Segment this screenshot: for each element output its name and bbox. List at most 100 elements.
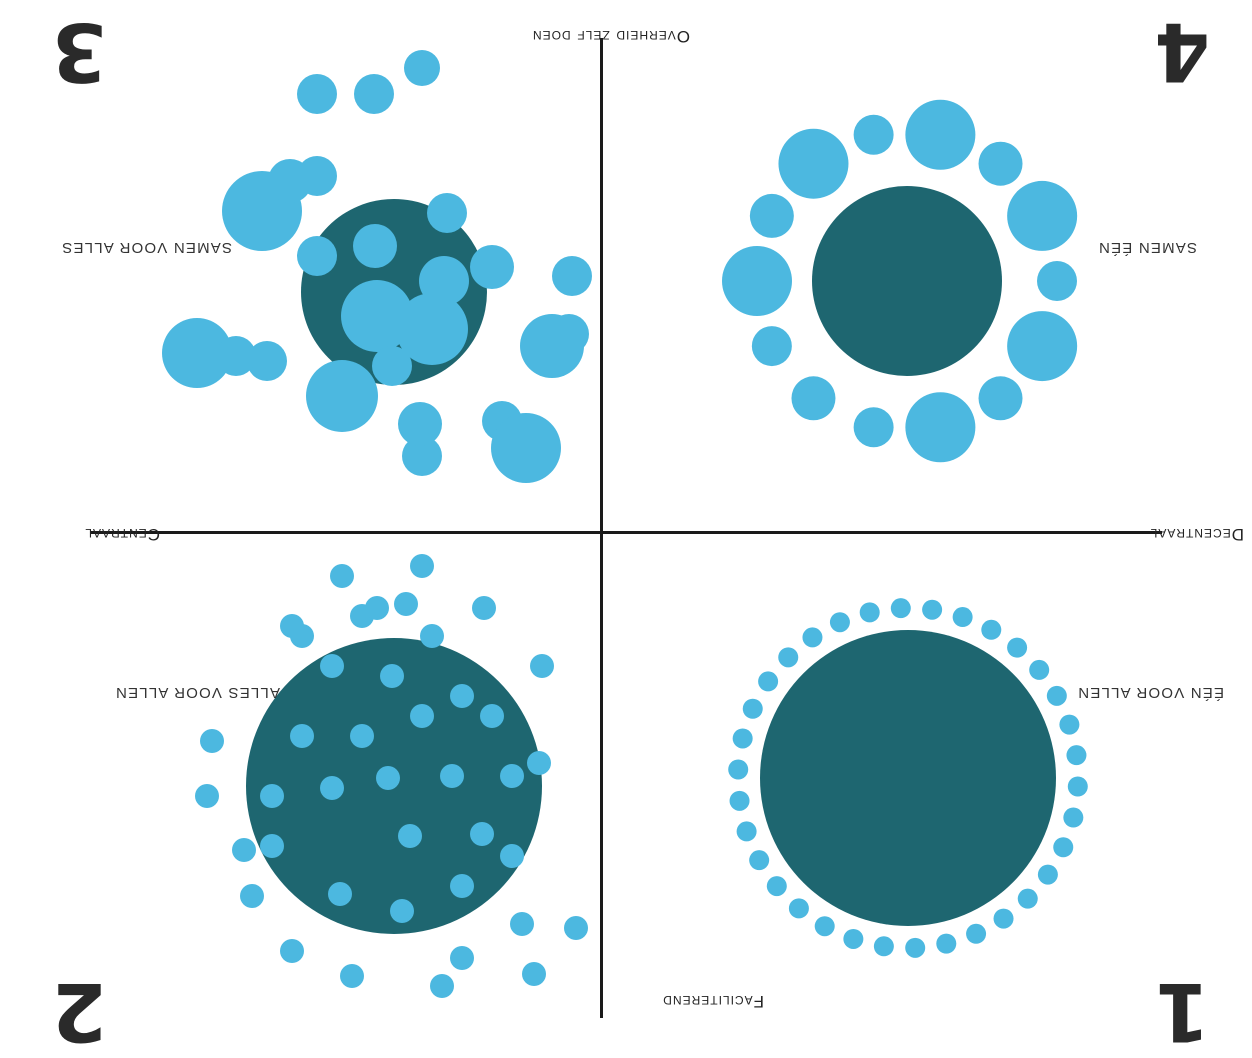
q1-small-dot xyxy=(729,790,750,811)
q3-scatter-dot xyxy=(398,402,442,446)
q2-outer-dot xyxy=(410,554,434,578)
q2-inner-dot xyxy=(470,822,494,846)
q4-ring-dot xyxy=(1007,311,1078,382)
q1-small-dot xyxy=(873,936,894,957)
q4-ring-dot xyxy=(751,326,792,367)
quadrant-label-3: Samen voor alles xyxy=(61,239,232,256)
q4-ring-dot xyxy=(853,407,894,448)
q3-scatter-dot xyxy=(520,314,584,378)
q4-ring-dot xyxy=(853,114,894,155)
q4-ring-dot xyxy=(905,99,976,170)
q3-scatter-dot xyxy=(402,436,442,476)
q3-scatter-dot xyxy=(268,159,312,203)
q3-scatter-dot xyxy=(306,360,378,432)
axis-label-left: Decentraal xyxy=(1149,525,1244,544)
q1-small-dot xyxy=(843,928,864,949)
q1-small-dot xyxy=(758,671,779,692)
q1-small-dot xyxy=(890,598,911,619)
q2-inner-dot xyxy=(328,882,352,906)
q1-small-dot xyxy=(814,916,835,937)
q2-outer-dot xyxy=(200,729,224,753)
q1-small-dot xyxy=(922,599,943,620)
q2-inner-dot xyxy=(500,764,524,788)
q2-outer-dot xyxy=(472,596,496,620)
q3-scatter-dot xyxy=(162,318,232,388)
q2-inner-dot xyxy=(320,776,344,800)
q2-outer-dot xyxy=(394,592,418,616)
q2-outer-dot xyxy=(232,838,256,862)
quadrant-number-2: 2 xyxy=(51,965,107,1058)
q2-outer-dot xyxy=(280,614,304,638)
axis-label-bottom: Overheid zelf doen xyxy=(531,27,690,46)
q3-scatter-dot xyxy=(396,293,468,365)
q2-inner-dot xyxy=(260,834,284,858)
axis-label-top: Faciliterend xyxy=(662,992,764,1011)
q1-small-dot xyxy=(778,647,799,668)
q2-outer-dot xyxy=(240,884,264,908)
q1-small-dot xyxy=(981,619,1002,640)
q4-ring-dot xyxy=(791,376,836,421)
q1-small-dot xyxy=(1059,714,1080,735)
quadrant-number-1: 1 xyxy=(1154,965,1210,1058)
q2-inner-dot xyxy=(480,704,504,728)
q1-central-circle xyxy=(760,630,1056,926)
q1-small-dot xyxy=(993,908,1014,929)
q4-ring-dot xyxy=(978,141,1023,186)
q2-inner-dot xyxy=(350,724,374,748)
q2-inner-dot xyxy=(500,844,524,868)
q3-scatter-dot xyxy=(491,413,561,483)
q2-inner-dot xyxy=(260,784,284,808)
q4-ring-dot xyxy=(905,392,976,463)
q3-scatter-dot xyxy=(216,336,256,376)
q1-small-dot xyxy=(905,937,926,958)
q2-inner-dot xyxy=(376,766,400,790)
q2-inner-dot xyxy=(410,704,434,728)
q2-inner-dot xyxy=(290,724,314,748)
q1-small-dot xyxy=(829,612,850,633)
q3-scatter-dot xyxy=(354,74,394,114)
q4-ring-dot xyxy=(722,246,792,316)
q1-small-dot xyxy=(742,698,763,719)
q1-small-dot xyxy=(1017,888,1038,909)
q2-outer-dot xyxy=(430,974,454,998)
q2-inner-dot xyxy=(320,654,344,678)
vertical-axis xyxy=(600,38,603,1018)
q4-ring-dot xyxy=(978,376,1023,421)
quadrant-number-3: 3 xyxy=(51,5,107,98)
q1-small-dot xyxy=(749,850,770,871)
q3-scatter-dot xyxy=(470,245,514,289)
horizontal-axis xyxy=(90,531,1162,534)
q3-scatter-dot xyxy=(404,50,440,86)
q3-scatter-dot xyxy=(297,74,337,114)
q2-inner-dot xyxy=(380,664,404,688)
q3-scatter-dot xyxy=(372,346,412,386)
q1-small-dot xyxy=(1067,776,1088,797)
quadrant-label-1: één voor allen xyxy=(1077,684,1224,701)
q3-scatter-dot xyxy=(341,280,413,352)
q1-small-dot xyxy=(859,602,880,623)
q2-inner-dot xyxy=(398,824,422,848)
quadrant-label-2: Alles voor allen xyxy=(114,684,280,701)
q1-small-dot xyxy=(1029,659,1050,680)
q2-outer-dot xyxy=(365,596,389,620)
q2-inner-dot xyxy=(450,874,474,898)
q1-small-dot xyxy=(728,759,749,780)
q3-scatter-dot xyxy=(552,256,592,296)
q4-ring-dot xyxy=(778,128,849,199)
q2-inner-dot xyxy=(450,946,474,970)
q1-small-dot xyxy=(802,627,823,648)
q3-scatter-dot xyxy=(247,341,287,381)
q2-inner-dot xyxy=(510,912,534,936)
q2-outer-dot xyxy=(330,564,354,588)
q1-small-dot xyxy=(766,876,787,897)
q4-ring-dot xyxy=(749,193,794,238)
quadrant-number-4: 4 xyxy=(1154,5,1210,98)
q1-small-dot xyxy=(1063,807,1084,828)
q1-small-dot xyxy=(952,607,973,628)
q1-small-dot xyxy=(966,923,987,944)
q2-outer-dot xyxy=(195,784,219,808)
q2-outer-dot xyxy=(564,916,588,940)
q4-ring-dot xyxy=(1037,261,1077,301)
q3-scatter-dot xyxy=(353,224,397,268)
